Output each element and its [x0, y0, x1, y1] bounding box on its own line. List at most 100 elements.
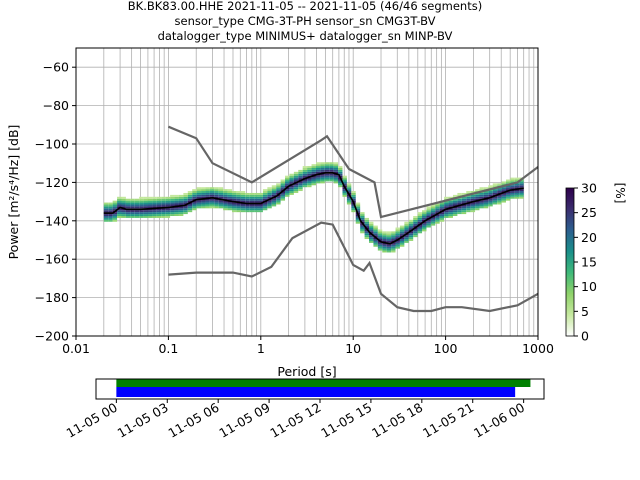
- colorbar-tick-label: 0: [581, 329, 589, 344]
- heatmap-cell: [355, 210, 361, 213]
- colorbar: 0 5 10 15 20 25 30 [%]: [565, 181, 627, 344]
- heatmap-cell: [192, 198, 197, 201]
- heatmap-cell: [271, 202, 277, 205]
- heatmap-cell: [311, 177, 316, 180]
- heatmap-cell: [346, 183, 352, 186]
- heatmap-cell: [205, 200, 210, 203]
- heatmap-cell: [426, 212, 431, 215]
- heatmap-cell: [245, 192, 250, 195]
- heatmap-cell: [183, 196, 188, 199]
- heatmap-cell: [227, 196, 232, 199]
- heatmap-cell: [148, 196, 153, 199]
- heatmap-cell: [302, 169, 308, 172]
- heatmap-cell: [125, 210, 131, 213]
- coverage-data-bar: [116, 387, 516, 397]
- heatmap-cell: [514, 196, 520, 199]
- heatmap-cell: [249, 200, 255, 203]
- heatmap-cell: [231, 196, 237, 199]
- x-tick-label: 1: [257, 341, 265, 356]
- heatmap-cell: [514, 185, 520, 188]
- heatmap-cell: [364, 229, 369, 232]
- heatmap-cell: [355, 221, 361, 224]
- heatmap-cell: [227, 192, 232, 195]
- heatmap-cell: [488, 191, 493, 193]
- heatmap-cell: [148, 216, 153, 218]
- heatmap-cell: [267, 200, 272, 203]
- heatmap-cell: [258, 206, 263, 209]
- heatmap-cell: [130, 206, 135, 209]
- heatmap-cell: [280, 194, 286, 197]
- heatmap-cell: [333, 169, 339, 172]
- heatmap-cell: [139, 212, 144, 215]
- heatmap-cell: [178, 194, 184, 197]
- heatmap-cell: [422, 223, 427, 226]
- heatmap-cell: [236, 194, 241, 197]
- heatmap-cell: [117, 216, 122, 218]
- heatmap-cell: [315, 166, 321, 168]
- heatmap-cell: [488, 200, 493, 203]
- heatmap-cell: [492, 196, 498, 199]
- heatmap-cell: [382, 246, 387, 249]
- heatmap-cell: [373, 242, 378, 245]
- heatmap-cell: [214, 206, 219, 209]
- heatmap-cell: [483, 194, 489, 197]
- heatmap-cell: [492, 183, 498, 186]
- heatmap-cell: [444, 200, 449, 203]
- heatmap-cell: [329, 169, 334, 172]
- heatmap-cell: [267, 192, 272, 195]
- heatmap-cell: [236, 198, 241, 201]
- heatmap-cell: [333, 164, 339, 167]
- heatmap-cell: [165, 216, 171, 218]
- heatmap-cell: [457, 210, 462, 213]
- heatmap-cell: [161, 214, 166, 216]
- heatmap-cell: [324, 168, 330, 170]
- heatmap-cell: [386, 240, 392, 243]
- heatmap-cell: [452, 214, 458, 216]
- heatmap-cell: [258, 198, 263, 201]
- heatmap-cell: [112, 217, 118, 220]
- heatmap-cell: [227, 191, 232, 193]
- heatmap-cell: [134, 204, 140, 207]
- heatmap-cell: [364, 237, 369, 240]
- heatmap-cell: [161, 212, 166, 215]
- heatmap-cell: [231, 198, 237, 201]
- heatmap-cell: [514, 179, 520, 182]
- heatmap-cell: [475, 189, 480, 192]
- heatmap-cell: [506, 185, 511, 188]
- heatmap-cell: [165, 208, 171, 211]
- heatmap-cell: [439, 217, 445, 220]
- heatmap-cell: [183, 198, 188, 201]
- heatmap-cell: [178, 206, 184, 209]
- heatmap-cell: [466, 196, 471, 199]
- heatmap-cell: [408, 235, 414, 238]
- heatmap-cell: [298, 189, 303, 192]
- heatmap-cell: [218, 206, 224, 209]
- heatmap-cell: [324, 173, 330, 176]
- heatmap-cell: [435, 208, 440, 211]
- heatmap-cell: [488, 198, 493, 201]
- heatmap-cell: [430, 208, 436, 211]
- heatmap-cell: [192, 194, 197, 197]
- heatmap-cell: [497, 189, 502, 192]
- heatmap-cell: [125, 216, 131, 218]
- heatmap-cell: [218, 194, 224, 197]
- heatmap-cell: [134, 206, 140, 209]
- heatmap-cell: [209, 198, 215, 201]
- heatmap-cell: [103, 202, 109, 205]
- heatmap-cell: [391, 244, 396, 247]
- heatmap-cell: [479, 200, 484, 203]
- heatmap-cell: [501, 200, 507, 203]
- heatmap-cell: [342, 179, 347, 182]
- heatmap-cell: [311, 175, 316, 178]
- heatmap-cell: [249, 194, 255, 197]
- heatmap-cell: [298, 175, 303, 178]
- heatmap-cell: [148, 198, 153, 201]
- colorbar-tick-label: 30: [581, 181, 597, 196]
- heatmap-cell: [483, 206, 489, 209]
- heatmap-cell: [103, 214, 109, 216]
- heatmap-cell: [130, 210, 135, 213]
- heatmap-cell: [112, 206, 118, 209]
- heatmap-cell: [444, 214, 449, 216]
- heatmap-cell: [483, 204, 489, 207]
